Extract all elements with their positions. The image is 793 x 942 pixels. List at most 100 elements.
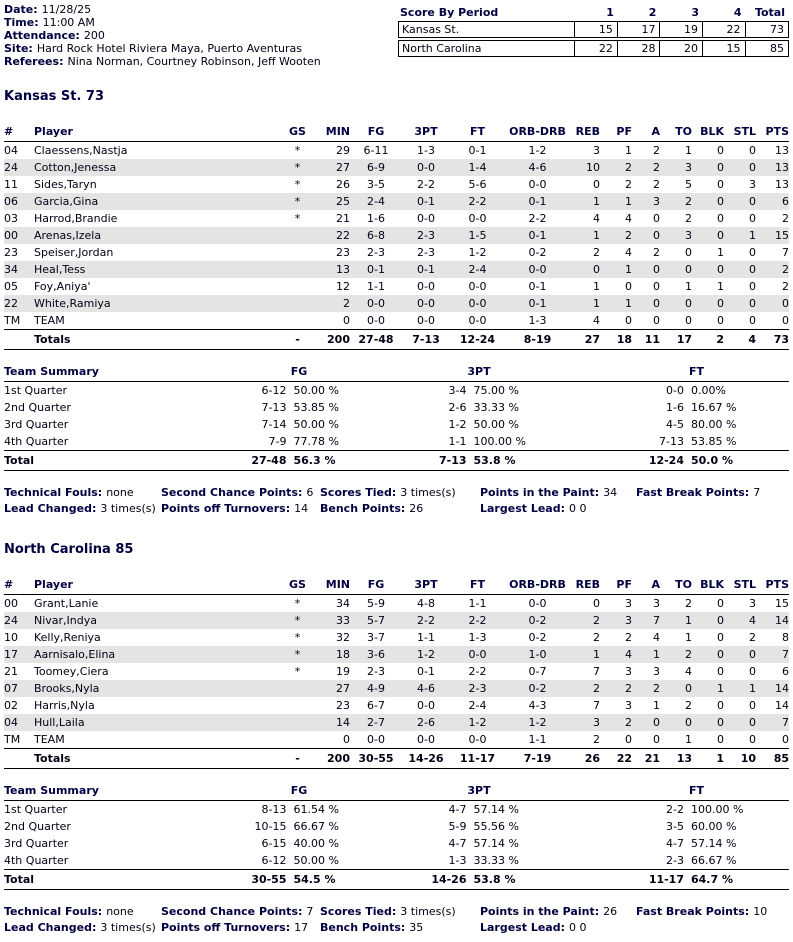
shots-made-attempted: 3-4 xyxy=(448,384,467,397)
summary-body: 1st Quarter 6-12 50.00 % 3-4 75.00 % 0-0 0.00%… xyxy=(4,382,789,451)
stat-cell: 0 xyxy=(749,195,756,208)
stat-cell: 0 xyxy=(717,716,724,729)
stat-cell: 23 xyxy=(4,246,18,259)
stat-cell: 1 xyxy=(685,280,692,293)
stat-cell: 0 xyxy=(593,178,600,191)
shot-percentage: 33.33 % xyxy=(473,401,519,414)
stat-cell: 0-1 xyxy=(528,195,547,208)
stat-cell: 1-1 xyxy=(367,280,385,293)
player-name-cell: Heal,Tess xyxy=(34,263,86,276)
note-value: 10 xyxy=(753,905,768,918)
stat-cell: 0 xyxy=(749,144,756,157)
player-row: 07 Brooks,Nyla 27 4-9 4-6 2-3 0-2 2 2 2 0 1 1 14 xyxy=(4,680,789,697)
player-name-cell: Harris,Nyla xyxy=(34,699,95,712)
stat-cell: 0 xyxy=(653,280,660,293)
totals-cell: 14-26 xyxy=(402,748,450,769)
stat-cell: 5-6 xyxy=(468,178,487,191)
totals-cell: 85 xyxy=(756,748,789,769)
box-column-header: PF xyxy=(600,576,632,595)
referees-value: Nina Norman, Courtney Robinson, Jeff Woo… xyxy=(67,55,321,68)
stat-cell: 1-1 xyxy=(417,631,435,644)
stat-cell: 2-4 xyxy=(367,195,385,208)
attendance-label: Attendance: xyxy=(4,29,80,42)
shot-percentage: 50.00 % xyxy=(293,854,339,867)
stat-cell: 0 xyxy=(653,314,660,327)
stat-cell: 0-1 xyxy=(528,229,547,242)
stat-cell: 0-0 xyxy=(417,314,435,327)
summary-header-row: Team Summary FG 3PT FT xyxy=(4,363,789,382)
note-value: 26 xyxy=(603,905,618,918)
stat-cell: 0-2 xyxy=(528,682,547,695)
box-column-header: STL xyxy=(724,576,756,595)
summary-row: 2nd Quarter 7-13 53.85 % 2-6 33.33 % 1-6 16.67… xyxy=(4,399,789,416)
player-row: 03 Harrod,Brandie * 21 1-6 0-0 0-0 2-2 4 4 0 2 0 0 2 xyxy=(4,210,789,227)
stat-cell: 0 xyxy=(685,314,692,327)
shot-percentage: 75.00 % xyxy=(473,384,519,397)
totals-cell xyxy=(4,748,34,769)
score-row: Kansas St. 15 17 19 22 73 xyxy=(398,21,789,38)
stat-cell: 1 xyxy=(717,246,724,259)
stat-cell: 26 xyxy=(336,178,350,191)
team-title: North Carolina 85 xyxy=(4,542,134,557)
summary-ft-header: FT xyxy=(604,782,789,801)
stat-cell xyxy=(285,312,310,330)
totals-cell: 2 xyxy=(692,329,724,350)
stat-cell xyxy=(285,731,310,749)
stat-cell: 3-5 xyxy=(367,178,385,191)
summary-stat-cell: 7-14 50.00 % xyxy=(244,416,354,433)
summary-stat-cell: 4-7 57.14 % xyxy=(354,801,604,819)
note-item: Points off Turnovers: 17 xyxy=(161,920,320,936)
stat-cell: 0-0 xyxy=(468,297,487,310)
stat-cell: 1-0 xyxy=(528,648,547,661)
shot-percentage: 53.8 % xyxy=(473,873,516,886)
shot-percentage: 55.56 % xyxy=(473,820,519,833)
stat-cell: 2-3 xyxy=(367,246,385,259)
stat-cell: 1 xyxy=(625,144,632,157)
summary-label: 4th Quarter xyxy=(4,854,69,867)
summary-3pt-header: 3PT xyxy=(354,782,604,801)
note-value: 6 xyxy=(306,486,314,499)
score-by-period-table: Score By Period 1 2 3 4 Total Kansas St.… xyxy=(398,3,789,59)
meta-site: Site: Hard Rock Hotel Riviera Maya, Puert… xyxy=(4,42,398,55)
box-column-header: FT xyxy=(450,123,505,142)
stat-cell: 3 xyxy=(625,699,632,712)
stat-cell: 4-8 xyxy=(417,597,435,610)
stat-cell: 0 xyxy=(653,716,660,729)
stat-cell: 0-0 xyxy=(417,733,435,746)
stat-cell: 0 xyxy=(625,280,632,293)
stat-cell: 0 xyxy=(685,263,692,276)
stat-cell: 03 xyxy=(4,212,18,225)
player-row: 23 Speiser,Jordan 23 2-3 2-3 1-2 0-2 2 4 2 0 1 0 7 xyxy=(4,244,789,261)
note-label: Points in the Paint: xyxy=(480,486,600,499)
stat-cell: 0-0 xyxy=(417,297,435,310)
totals-cell: Totals xyxy=(34,329,285,350)
shots-made-attempted: 6-12 xyxy=(261,384,287,397)
stat-cell xyxy=(285,278,310,295)
totals-cell: 200 xyxy=(310,748,350,769)
player-name-cell: Arenas,Izela xyxy=(34,229,102,242)
shot-percentage: 0.00% xyxy=(691,384,726,397)
player-name-cell: Cotton,Jenessa xyxy=(34,161,117,174)
totals-cell: 18 xyxy=(600,329,632,350)
note-item: Bench Points: 26 xyxy=(320,501,480,517)
stat-cell: 6-11 xyxy=(363,144,389,157)
stat-cell: 2-2 xyxy=(528,212,547,225)
player-name-cell: TEAM xyxy=(34,733,65,746)
note-label: Bench Points: xyxy=(320,502,406,515)
player-name-cell: White,Ramiya xyxy=(34,297,111,310)
shots-made-attempted: 2-6 xyxy=(448,401,467,414)
stat-cell: 25 xyxy=(336,195,350,208)
summary-stat-cell: 4-7 57.14 % xyxy=(354,835,604,852)
stat-cell: 2-3 xyxy=(367,665,385,678)
notes-row: Technical Fouls: none Second Chance Points… xyxy=(4,485,789,501)
shot-percentage: 66.67 % xyxy=(293,820,339,833)
stat-cell: 24 xyxy=(4,614,18,627)
total-score-cell: 85 xyxy=(745,40,789,57)
stat-cell: 2 xyxy=(685,212,692,225)
stat-cell: 15 xyxy=(775,229,789,242)
stat-cell: 11 xyxy=(4,178,18,191)
shot-percentage: 50.00 % xyxy=(293,418,339,431)
note-value: 3 times(s) xyxy=(100,502,156,515)
stat-cell: 2-3 xyxy=(468,682,487,695)
notes-row: Lead Changed: 3 times(s) Points off Turnov… xyxy=(4,501,789,517)
